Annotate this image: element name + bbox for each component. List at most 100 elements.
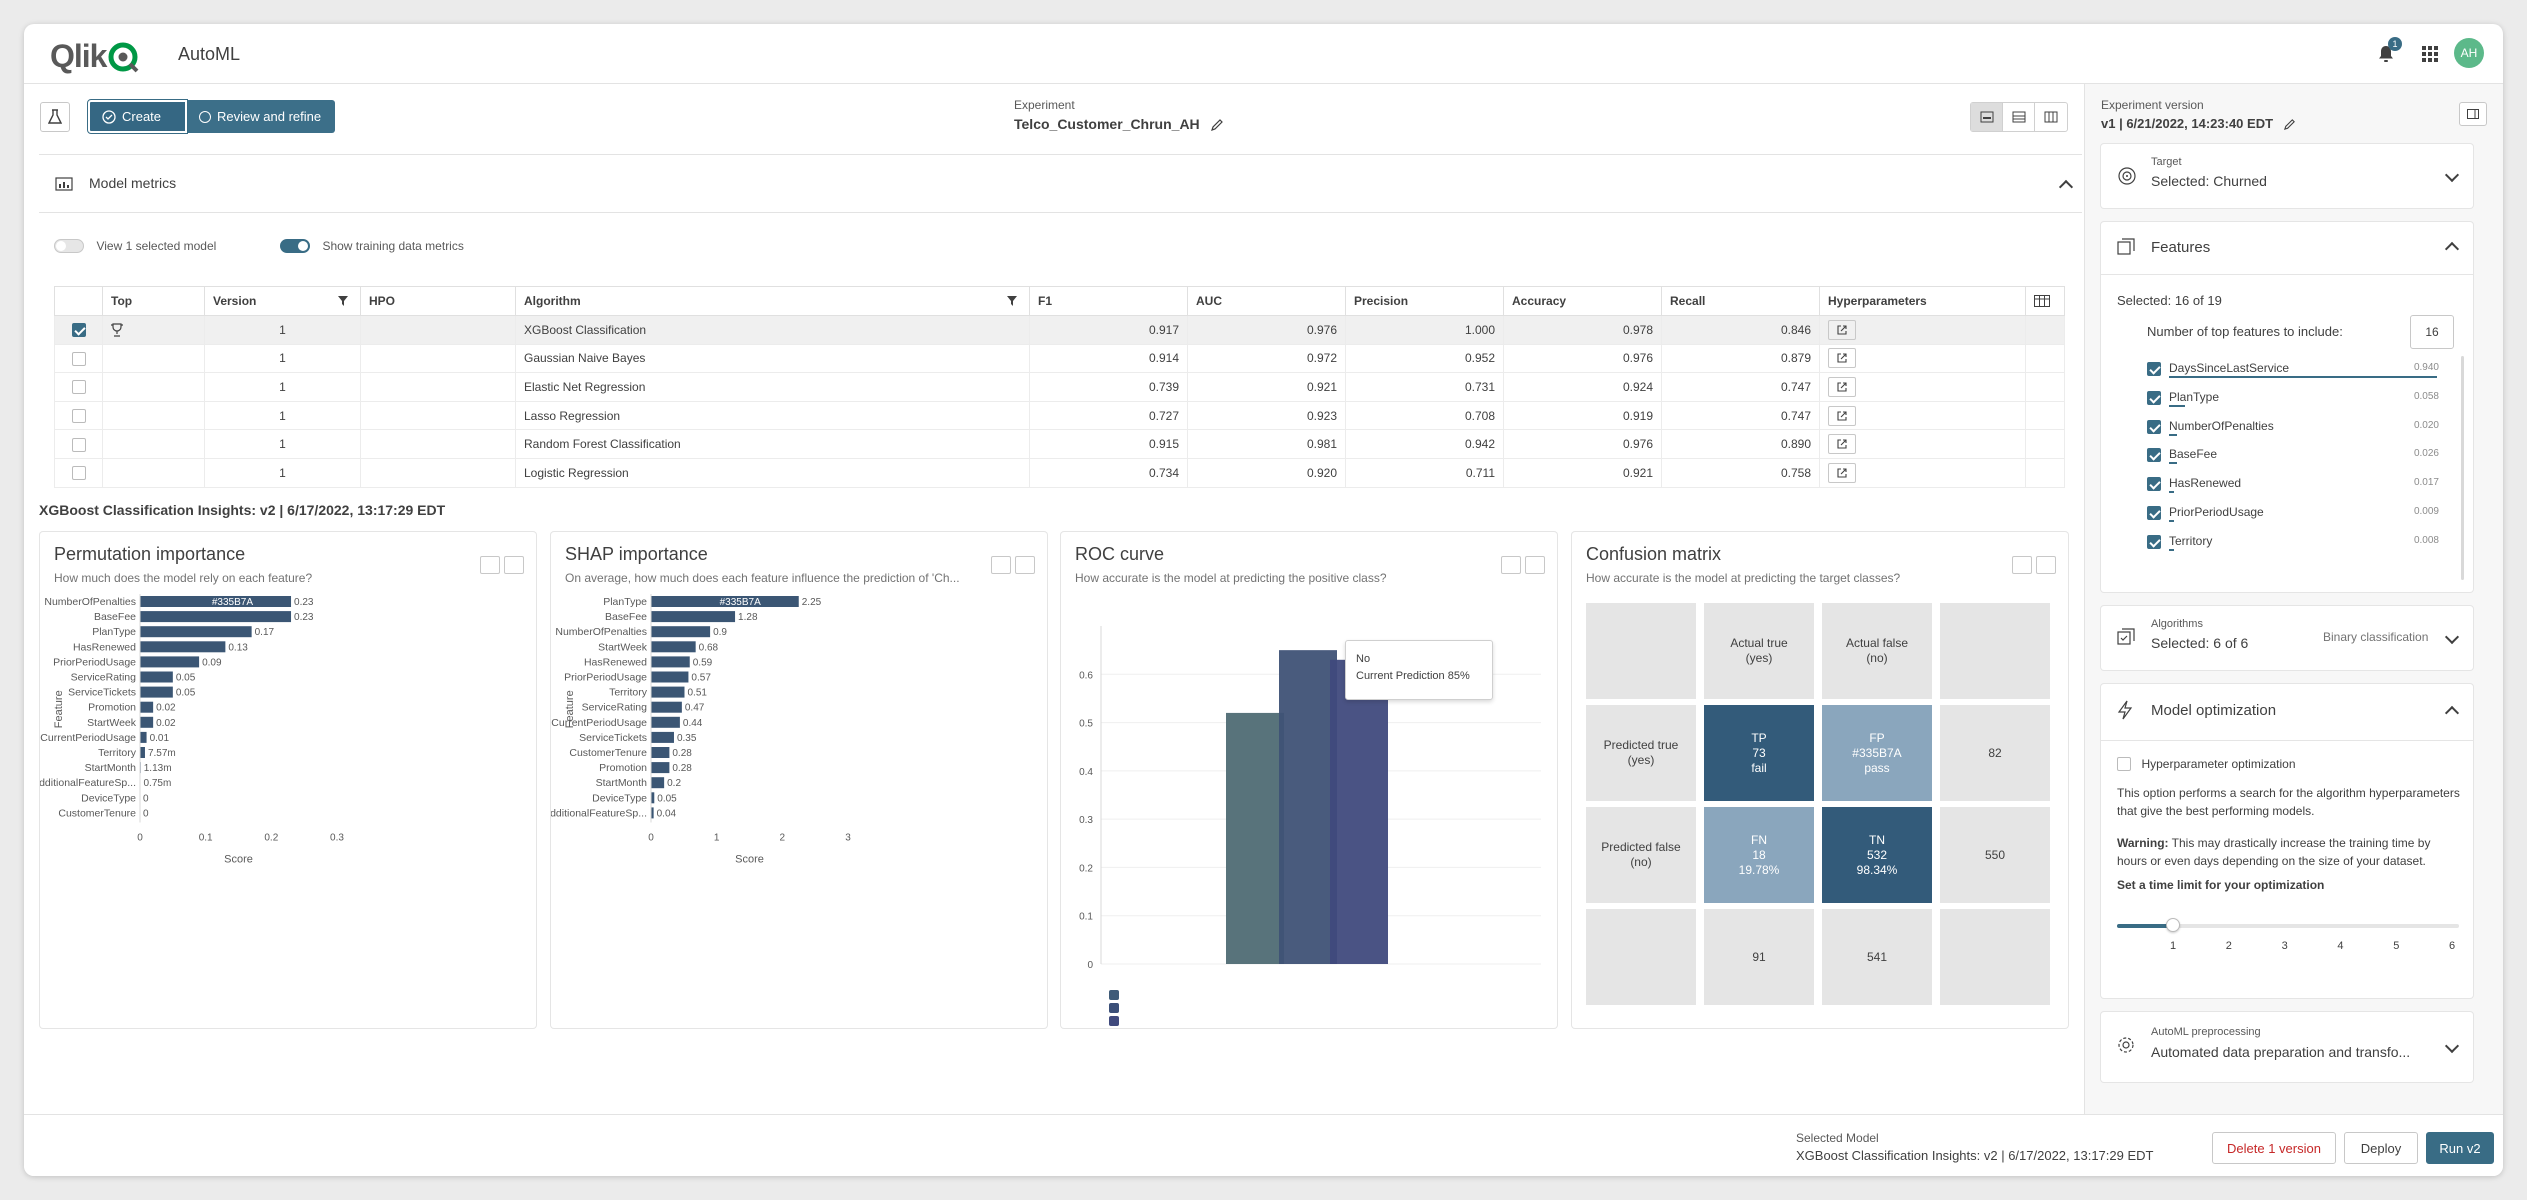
expand-icon[interactable] xyxy=(480,556,500,574)
column-header[interactable]: Top xyxy=(102,286,205,316)
column-header[interactable]: HPO xyxy=(360,286,516,316)
feature-row[interactable]: DaysSinceLastService 0.940 xyxy=(2147,356,2439,384)
shap-bar[interactable] xyxy=(651,686,685,698)
target-section[interactable]: Target Selected: Churned xyxy=(2101,144,2473,208)
table-row[interactable]: 1 Gaussian Naive Bayes 0.914 0.972 0.952 0.97… xyxy=(54,343,2065,374)
avatar[interactable]: AH xyxy=(2454,38,2484,68)
show-training-toggle[interactable]: Show training data metrics xyxy=(280,237,464,255)
feature-row[interactable]: HasRenewed 0.017 xyxy=(2147,471,2439,499)
cm-fp[interactable]: FP #335B7A pass xyxy=(1822,705,1932,801)
shap-bar[interactable] xyxy=(651,671,689,683)
step-review[interactable]: Review and refine xyxy=(187,100,336,133)
row-checkbox[interactable] xyxy=(71,408,86,423)
fullscreen-icon[interactable] xyxy=(1525,556,1545,574)
table-row[interactable]: 1 XGBoost Classification 0.917 0.976 1.000 0.… xyxy=(54,315,2065,345)
view-selected-toggle[interactable]: View 1 selected model xyxy=(54,237,216,255)
panel-toggle-icon[interactable] xyxy=(2459,102,2487,126)
model-metrics-header[interactable]: Model metrics xyxy=(39,155,2082,213)
roc-bar[interactable] xyxy=(1279,650,1337,964)
apps-grid-icon[interactable] xyxy=(2422,46,2438,62)
deploy-button[interactable]: Deploy xyxy=(2344,1132,2418,1164)
feature-row[interactable]: Territory 0.008 xyxy=(2147,529,2439,557)
cm-tn[interactable]: TN 532 98.34% xyxy=(1822,807,1932,903)
view-dashboard-icon[interactable] xyxy=(1971,103,2003,131)
hyperparameters-button[interactable] xyxy=(1828,462,1856,483)
chevron-down-icon[interactable] xyxy=(2444,1038,2460,1054)
preprocessing-section[interactable]: AutoML preprocessing Automated data prep… xyxy=(2101,1012,2473,1082)
filter-icon[interactable] xyxy=(338,296,348,306)
shap-bar[interactable] xyxy=(651,716,680,728)
shap-bar[interactable] xyxy=(651,762,670,774)
experiment-icon-button[interactable] xyxy=(40,102,70,132)
delete-version-button[interactable]: Delete 1 version xyxy=(2212,1132,2336,1164)
feature-checkbox[interactable] xyxy=(2147,419,2161,434)
features-scrollbar[interactable] xyxy=(2461,356,2464,580)
feature-checkbox[interactable] xyxy=(2147,534,2161,549)
pencil-icon[interactable] xyxy=(2283,118,2296,131)
perm-bar[interactable] xyxy=(140,641,226,653)
hyperparameters-button[interactable] xyxy=(1828,319,1856,340)
table-row[interactable]: 1 Random Forest Classification 0.915 0.981 0… xyxy=(54,429,2065,459)
view-columns-icon[interactable] xyxy=(2035,103,2067,131)
feature-checkbox[interactable] xyxy=(2147,448,2161,463)
time-slider-thumb[interactable] xyxy=(2166,918,2180,932)
perm-bar[interactable] xyxy=(140,656,200,668)
column-header[interactable]: AUC xyxy=(1187,286,1346,316)
shap-bar[interactable] xyxy=(651,792,655,804)
table-row[interactable]: 1 Lasso Regression 0.727 0.923 0.708 0.919 0.7… xyxy=(54,400,2065,431)
run-button[interactable]: Run v2 xyxy=(2426,1132,2494,1164)
step-create[interactable]: Create xyxy=(86,99,189,134)
qlik-logo[interactable]: Qlik xyxy=(50,38,141,75)
table-row[interactable]: 1 Logistic Regression 0.734 0.920 0.711 0.921… xyxy=(54,457,2065,488)
cm-tp[interactable]: TP 73 fail xyxy=(1704,705,1814,801)
perm-bar[interactable] xyxy=(140,731,147,743)
column-header[interactable]: Version xyxy=(204,286,361,316)
chevron-down-icon[interactable] xyxy=(2444,629,2460,645)
algorithms-section[interactable]: Algorithms Selected: 6 of 6 Binary class… xyxy=(2101,606,2473,670)
perm-bar[interactable] xyxy=(140,611,292,623)
column-header[interactable]: Accuracy xyxy=(1503,286,1662,316)
pencil-icon[interactable] xyxy=(1210,118,1224,132)
time-slider-track[interactable] xyxy=(2117,924,2459,928)
shap-bar[interactable] xyxy=(651,807,654,819)
feature-checkbox[interactable] xyxy=(2147,390,2161,405)
row-checkbox[interactable] xyxy=(71,437,86,452)
chevron-down-icon[interactable] xyxy=(2444,167,2460,183)
hpo-checkbox[interactable] xyxy=(2117,756,2131,771)
feature-row[interactable]: BaseFee 0.026 xyxy=(2147,442,2439,470)
perm-bar[interactable] xyxy=(140,671,173,683)
feature-row[interactable]: PriorPeriodUsage 0.009 xyxy=(2147,500,2439,528)
column-header[interactable]: Hyperparameters xyxy=(1819,286,2026,316)
table-row[interactable]: 1 Elastic Net Regression 0.739 0.921 0.731 0.… xyxy=(54,372,2065,402)
filter-icon[interactable] xyxy=(1007,296,1017,306)
roc-bar[interactable] xyxy=(1330,659,1388,964)
fullscreen-icon[interactable] xyxy=(504,556,524,574)
perm-bar[interactable] xyxy=(140,701,154,713)
feature-checkbox[interactable] xyxy=(2147,506,2161,520)
shap-bar[interactable] xyxy=(651,701,682,713)
feature-checkbox[interactable] xyxy=(2147,362,2161,376)
perm-bar[interactable] xyxy=(140,596,292,607)
view-table-icon[interactable] xyxy=(2003,103,2035,131)
fullscreen-icon[interactable] xyxy=(2036,556,2056,574)
collapse-chevron-icon[interactable] xyxy=(2058,179,2074,195)
toggle-switch[interactable] xyxy=(54,238,84,253)
hyperparameters-button[interactable] xyxy=(1828,348,1856,369)
hpo-checkbox-row[interactable]: Hyperparameter optimization xyxy=(2117,755,2296,773)
shap-bar[interactable] xyxy=(651,731,674,743)
hyperparameters-button[interactable] xyxy=(1828,434,1856,455)
row-checkbox[interactable] xyxy=(71,323,86,338)
row-checkbox[interactable] xyxy=(71,351,86,366)
feature-checkbox[interactable] xyxy=(2147,477,2161,492)
shap-bar[interactable] xyxy=(651,611,736,623)
roc-bar[interactable] xyxy=(1226,712,1284,964)
row-checkbox[interactable] xyxy=(71,466,86,481)
fullscreen-icon[interactable] xyxy=(1015,556,1035,574)
column-header[interactable]: F1 xyxy=(1029,286,1188,316)
column-header[interactable]: Precision xyxy=(1345,286,1504,316)
hyperparameters-button[interactable] xyxy=(1828,376,1856,397)
feature-row[interactable]: NumberOfPenalties 0.020 xyxy=(2147,414,2439,442)
expand-icon[interactable] xyxy=(991,556,1011,574)
cm-fn[interactable]: FN 18 19.78% xyxy=(1704,807,1814,903)
toggle-switch-on[interactable] xyxy=(280,238,310,253)
